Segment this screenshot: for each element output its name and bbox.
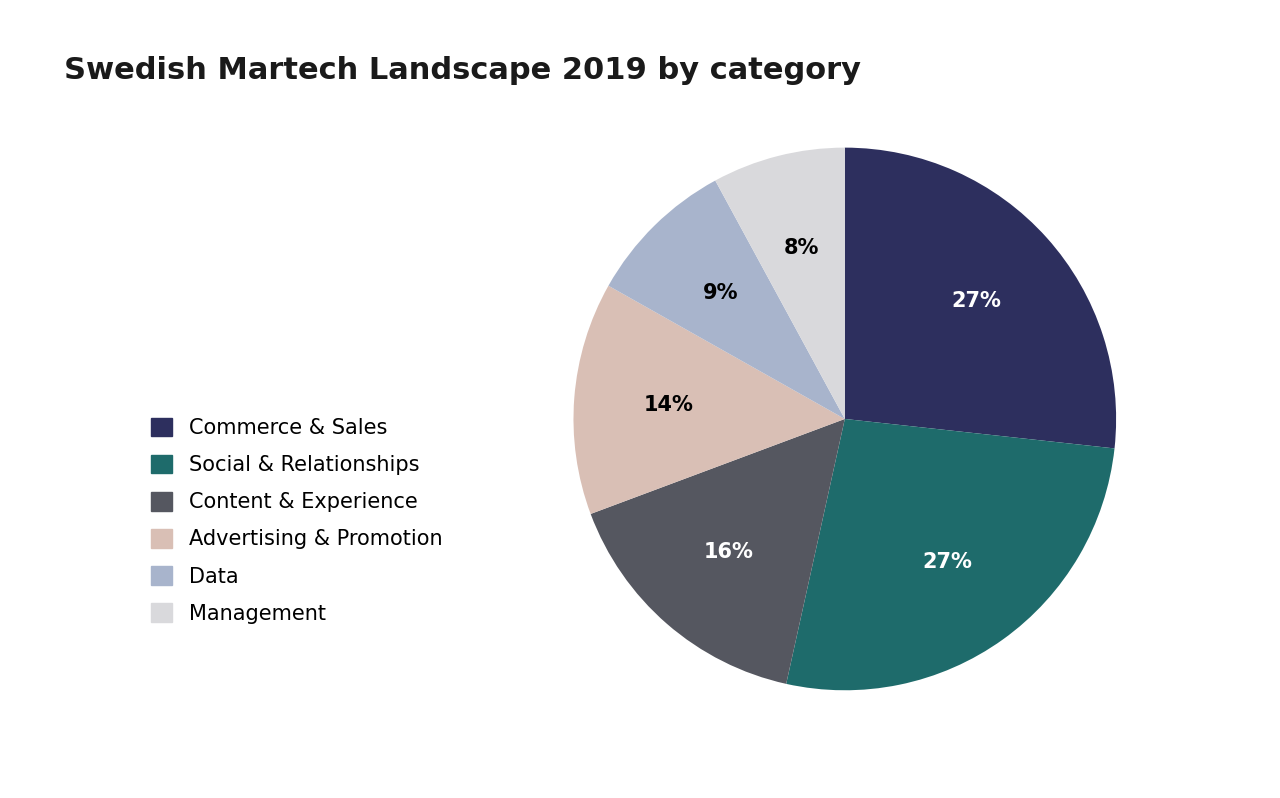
Wedge shape	[573, 286, 845, 514]
Text: 16%: 16%	[704, 542, 754, 562]
Wedge shape	[845, 148, 1116, 448]
Text: 8%: 8%	[783, 238, 819, 258]
Text: 27%: 27%	[923, 552, 973, 572]
Wedge shape	[608, 180, 845, 419]
Text: 27%: 27%	[951, 291, 1001, 311]
Wedge shape	[590, 419, 845, 684]
Text: Swedish Martech Landscape 2019 by category: Swedish Martech Landscape 2019 by catego…	[64, 56, 861, 85]
Wedge shape	[786, 419, 1115, 690]
Wedge shape	[716, 148, 845, 419]
Text: 14%: 14%	[644, 395, 694, 415]
Text: 9%: 9%	[703, 283, 739, 303]
Legend: Commerce & Sales, Social & Relationships, Content & Experience, Advertising & Pr: Commerce & Sales, Social & Relationships…	[143, 409, 451, 632]
